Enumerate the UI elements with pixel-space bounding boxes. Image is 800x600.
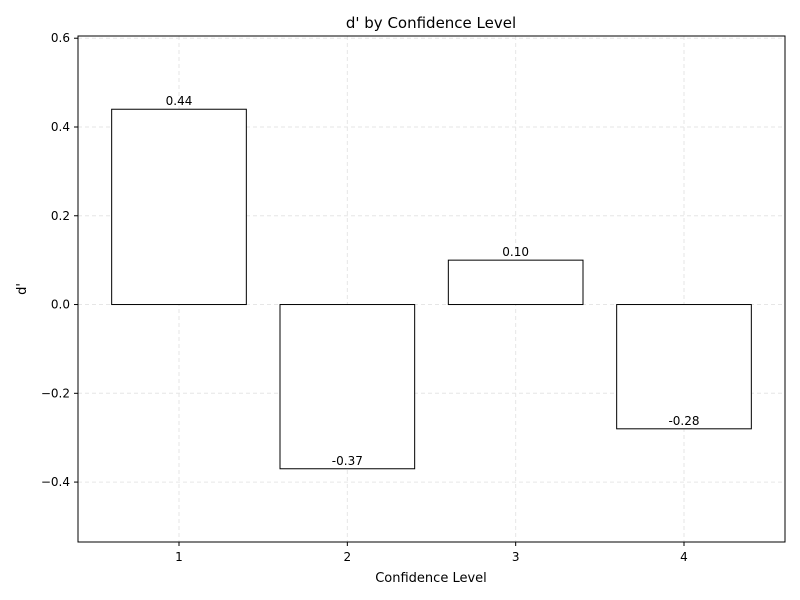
bar-4 (616, 304, 752, 430)
y-tick-label: −0.2 (41, 386, 70, 400)
x-tick-label: 4 (680, 550, 688, 564)
plot-frame (77, 35, 786, 543)
bar-2 (279, 304, 416, 470)
x-axis-ticks: 1 2 3 4 (175, 542, 688, 564)
bar-value-label: -0.37 (332, 454, 363, 468)
x-tick-label: 1 (175, 550, 183, 564)
y-tick-label: 0.6 (51, 31, 70, 45)
bar-value-label: 0.10 (502, 245, 529, 259)
y-axis-label: d' (15, 283, 30, 295)
y-tick-label: −0.4 (41, 475, 70, 489)
x-tick-label: 3 (512, 550, 520, 564)
x-tick-label: 2 (344, 550, 352, 564)
bar-3 (447, 259, 584, 306)
y-tick-label: 0.0 (51, 298, 70, 312)
bar-value-label: -0.28 (668, 414, 699, 428)
y-tick-label: 0.2 (51, 209, 70, 223)
chart-title: d' by Confidence Level (346, 14, 516, 32)
bar-1 (111, 108, 247, 306)
y-tick-label: 0.4 (51, 120, 70, 134)
bars (111, 108, 752, 470)
y-axis-ticks: −0.4 −0.2 0.0 0.2 0.4 0.6 (41, 31, 78, 489)
x-axis-label: Confidence Level (375, 571, 487, 586)
bar-value-label: 0.44 (166, 94, 193, 108)
bar-labels: 0.44 -0.37 0.10 -0.28 (166, 94, 700, 468)
